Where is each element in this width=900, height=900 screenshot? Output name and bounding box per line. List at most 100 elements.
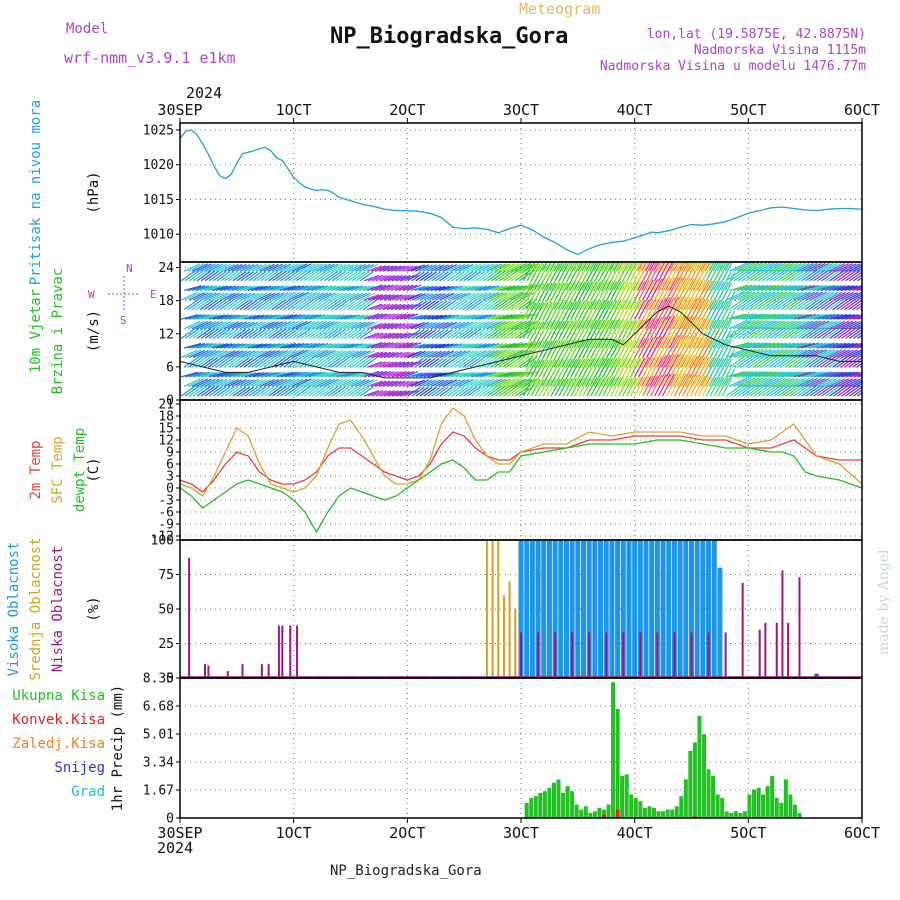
wind-arrow	[407, 314, 423, 320]
wind-arrow	[196, 349, 213, 359]
wind-arrow	[781, 291, 799, 301]
wind-arrow	[522, 302, 533, 320]
wind-arrow	[184, 385, 200, 397]
wind-arrow	[311, 263, 328, 272]
wind-arrow	[332, 314, 349, 320]
wind-arrow	[232, 292, 248, 301]
wind-arrow	[554, 320, 565, 339]
axis-label: 10m Vjetar	[28, 289, 44, 373]
wind-arrow	[327, 328, 343, 339]
wind-arrow	[216, 386, 231, 397]
wind-arrow	[574, 262, 586, 282]
wind-arrow	[665, 334, 679, 358]
wind-arrow	[495, 349, 512, 359]
wind-arrow	[192, 349, 209, 359]
wind-arrow	[760, 262, 779, 272]
wind-arrow	[642, 279, 654, 301]
wind-arrow	[410, 357, 424, 368]
wind-arrow	[350, 263, 366, 272]
ytick-label: 1.67	[143, 784, 174, 799]
wind-arrow	[288, 349, 305, 359]
wind-arrow	[689, 298, 702, 320]
wind-arrow	[570, 301, 582, 320]
wind-arrow	[183, 342, 202, 349]
wind-arrow	[503, 371, 521, 378]
wind-arrow	[812, 298, 829, 311]
wind-arrow	[793, 349, 811, 359]
wind-arrow	[689, 279, 702, 301]
wind-arrow	[844, 356, 860, 368]
wind-arrow	[768, 342, 788, 349]
wind-arrow	[832, 342, 851, 349]
wind-arrow	[760, 298, 777, 311]
wind-arrow	[837, 349, 854, 359]
wind-arrow	[788, 298, 805, 311]
wind-arrow	[769, 291, 787, 301]
model-label: Model	[66, 21, 108, 37]
wind-arrow	[821, 291, 839, 301]
cloud-bar	[649, 540, 655, 678]
wind-arrow	[590, 358, 602, 378]
wind-arrow	[271, 263, 288, 272]
wind-arrow	[646, 279, 659, 301]
wind-arrow	[506, 285, 524, 291]
wind-arrow	[263, 263, 279, 272]
wind-arrow	[394, 284, 410, 291]
wind-arrow	[486, 321, 503, 330]
wind-arrow	[491, 371, 509, 378]
wind-arrow	[506, 342, 524, 349]
wind-arrow	[562, 301, 573, 320]
wind-arrow	[240, 372, 257, 378]
wind-arrow	[410, 285, 426, 291]
precip-bar	[761, 794, 766, 818]
wind-arrow	[347, 285, 363, 291]
wind-arrow	[187, 320, 205, 330]
precip-bar	[651, 807, 656, 818]
wind-arrow	[451, 314, 468, 320]
wind-arrow	[219, 357, 234, 368]
wind-arrow	[788, 320, 806, 330]
wind-arrow	[717, 300, 729, 320]
wind-arrow	[450, 300, 464, 311]
wind-arrow	[709, 377, 721, 397]
wind-arrow	[203, 263, 220, 272]
wind-arrow	[319, 357, 334, 368]
wind-arrow	[622, 301, 633, 320]
wind-arrow	[332, 292, 348, 301]
wind-arrow	[650, 262, 662, 282]
ytick-label: 0	[166, 672, 174, 687]
wind-arrow	[602, 281, 614, 301]
wind-arrow	[216, 292, 232, 301]
wind-arrow	[438, 379, 453, 387]
wind-arrow	[717, 281, 729, 301]
wind-arrow	[211, 285, 229, 291]
wind-arrow	[852, 287, 862, 291]
wind-arrow	[191, 378, 209, 387]
wind-arrow	[366, 361, 383, 368]
wind-arrow	[415, 314, 431, 320]
wind-arrow	[586, 358, 598, 378]
wind-arrow	[259, 321, 275, 330]
wind-arrow	[423, 271, 437, 282]
wind-arrow	[669, 354, 683, 378]
wind-arrow	[462, 321, 478, 330]
wind-arrow	[510, 342, 528, 349]
wind-arrow	[359, 350, 375, 359]
wind-arrow	[649, 262, 656, 272]
wind-arrow	[447, 292, 463, 301]
wind-arrow	[386, 361, 402, 368]
legend-item: Snijeg	[54, 760, 105, 776]
wind-arrow	[382, 322, 398, 330]
precip-bar	[688, 750, 693, 818]
wind-arrow	[672, 262, 680, 272]
wind-arrow	[184, 327, 200, 339]
cloud-bar	[666, 540, 672, 678]
wind-arrow	[406, 342, 422, 349]
wind-arrow	[303, 263, 320, 272]
wind-arrow	[673, 354, 687, 378]
wind-arrow	[821, 313, 840, 320]
wind-arrow	[816, 285, 835, 291]
wind-arrow	[443, 271, 457, 282]
wind-arrow	[227, 343, 244, 349]
wind-arrow	[777, 327, 794, 339]
